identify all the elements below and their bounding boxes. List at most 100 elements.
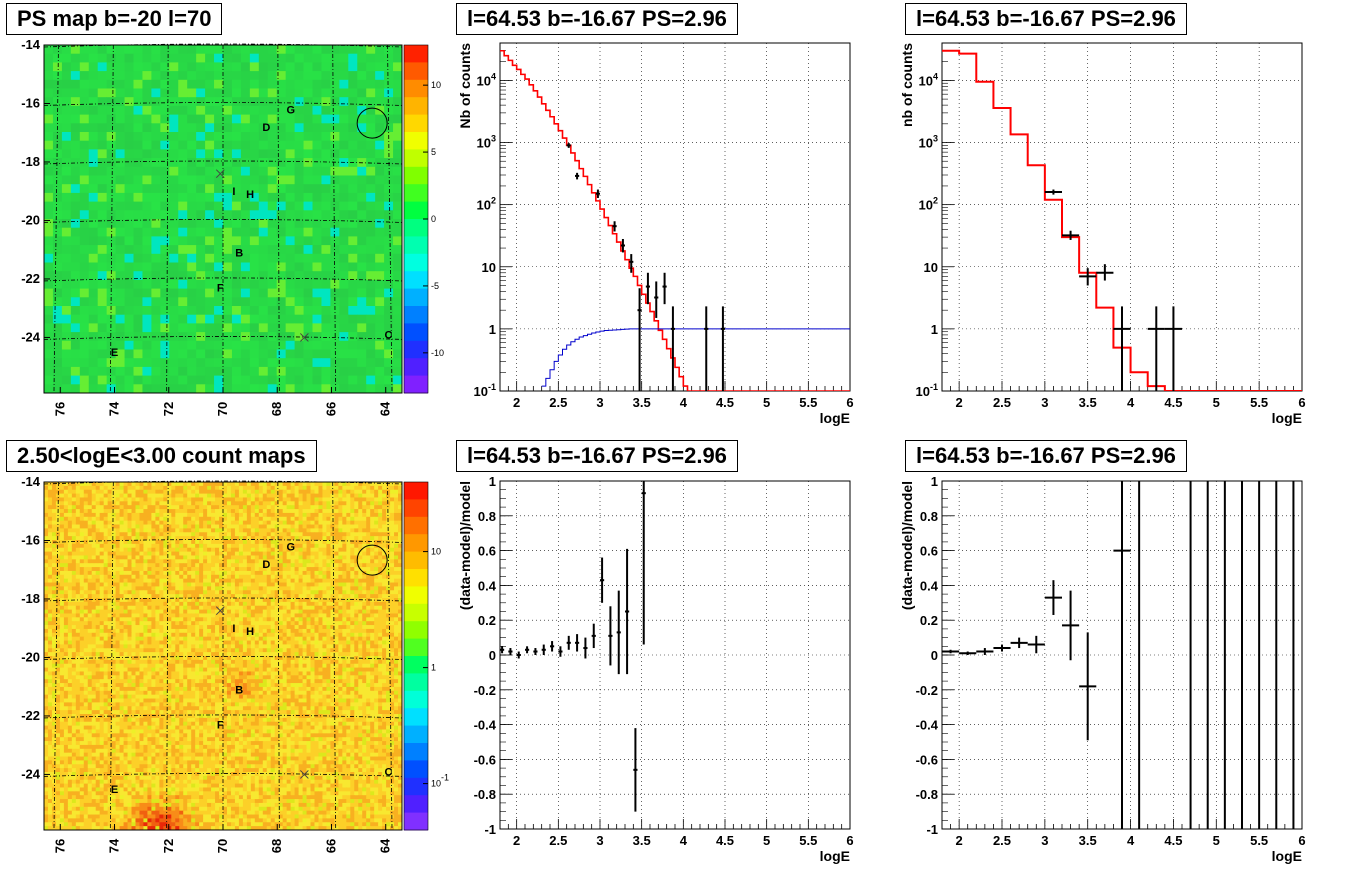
residual-coarse-panel: 2 2.5 3 3.5 4 4.5 5 5.5 6 1 0.8 0.6 0.4 0.2 0 -0.2 -0.4 -… — [899, 437, 1348, 875]
x-tick-label: 3 — [1041, 395, 1048, 410]
plot-data-layer — [942, 481, 1295, 829]
y-tick-label: -1 — [484, 822, 496, 837]
colorbar-tick-label: 5 — [431, 147, 436, 157]
colorbar — [403, 44, 429, 394]
point-source-circle — [356, 107, 388, 139]
exposure-histogram — [541, 328, 850, 387]
x-tick-label: 76 — [52, 839, 67, 853]
y-tick-label: 102 — [919, 196, 938, 213]
map-source-label: E — [111, 784, 118, 796]
count-map-title: 2.50<logE<3.00 count maps — [6, 440, 317, 472]
graticule-latitude — [43, 539, 403, 543]
graticule-longitude — [277, 481, 280, 831]
y-tick-label: 1 — [489, 474, 496, 489]
x-tick-label: 4 — [1127, 395, 1135, 410]
graticule-longitude — [332, 44, 337, 394]
x-tick-label: 4.5 — [716, 833, 734, 848]
point-source-circle — [356, 544, 388, 576]
x-tick-label: 4.5 — [1164, 833, 1182, 848]
map-source-label: B — [235, 248, 243, 260]
y-axis-label: Nb of counts — [457, 43, 473, 129]
graticule-latitude — [43, 160, 403, 165]
x-tick-label: 66 — [323, 839, 338, 853]
y-tick-label: 0.2 — [478, 613, 496, 628]
x-tick-label: 74 — [107, 838, 122, 853]
map-source-label: F — [217, 720, 224, 732]
graticule-latitude — [43, 480, 403, 485]
plot-grid — [500, 480, 851, 830]
ps-map-panel: 76 74 72 70 68 66 64 -14 -16 -18 -20 -22 -24 G D I H B F C E… — [0, 0, 450, 430]
model-histogram — [942, 49, 1302, 391]
y-tick-label: 1 — [931, 474, 938, 489]
x-tick-label: 3 — [1041, 833, 1048, 848]
x-tick-label: 70 — [215, 402, 230, 416]
count-map-panel: 76 74 72 70 68 66 64 -14 -16 -18 -20 -22 -24 G D I H B F C E… — [0, 437, 450, 875]
plot-frame — [499, 42, 851, 392]
x-tick-label: 6 — [846, 833, 853, 848]
graticule-longitude — [277, 44, 280, 394]
y-tick-label: -14 — [21, 474, 41, 489]
x-tick-label: 5.5 — [1250, 395, 1268, 410]
x-tick-label: 4 — [680, 395, 688, 410]
cross-marker — [300, 770, 309, 779]
y-tick-label: -18 — [21, 591, 40, 606]
x-tick-label: 64 — [378, 838, 393, 853]
graticule-longitude — [166, 44, 169, 394]
x-tick-label: 5 — [763, 833, 770, 848]
colorbar-tick-label: 1 — [431, 663, 436, 673]
map-source-label: D — [262, 559, 270, 571]
graticule-longitude — [166, 481, 169, 831]
y-tick-label: 10 — [924, 260, 938, 275]
count-map-plot: 76 74 72 70 68 66 64 -14 -16 -18 -20 -22 -24 G D I H B F C E… — [21, 474, 449, 853]
x-tick-label: 68 — [269, 839, 284, 853]
cross-marker — [215, 606, 225, 616]
graticule-longitude — [387, 44, 393, 394]
map-graticule — [43, 43, 403, 394]
x-axis-label: logE — [1272, 410, 1302, 426]
map-source-label: B — [235, 685, 243, 697]
x-tick-label: 74 — [107, 401, 122, 416]
y-tick-label: 10-1 — [474, 382, 496, 399]
residual-fine-panel: 2 2.5 3 3.5 4 4.5 5 5.5 6 1 0.8 0.6 0.4 0.2 0 -0.2 -0.4 -… — [455, 437, 895, 875]
colorbar-tick-label: -5 — [431, 281, 439, 291]
graticule-latitude — [43, 102, 403, 106]
spectrum-fine-title: l=64.53 b=-16.67 PS=2.96 — [456, 3, 738, 35]
residual-coarse-plot: 2 2.5 3 3.5 4 4.5 5 5.5 6 1 0.8 0.6 0.4 0.2 0 -0.2 -0.4 -… — [899, 474, 1306, 864]
x-tick-label: 3.5 — [633, 833, 651, 848]
x-tick-label: 72 — [161, 839, 176, 853]
y-axis-label: (data-model)/model — [457, 481, 473, 610]
y-axis-label: nb of counts — [899, 43, 915, 127]
map-source-label: C — [384, 330, 392, 342]
spectrum-coarse-panel: 2 2.5 3 3.5 4 4.5 5 5.5 6 10-1 1 10 102 103 104 logE nb … — [899, 0, 1348, 430]
graticule-longitude — [109, 44, 114, 394]
y-tick-label: -0.8 — [474, 787, 496, 802]
x-tick-label: 5 — [1213, 833, 1220, 848]
x-tick-label: 2.5 — [993, 833, 1011, 848]
y-tick-label: 103 — [919, 134, 938, 151]
x-tick-label: 4 — [1127, 833, 1135, 848]
x-tick-label: 76 — [52, 402, 67, 416]
x-tick-label: 70 — [215, 839, 230, 853]
x-axis-label: logE — [820, 848, 850, 864]
colorbar-tick-label: 0 — [431, 214, 436, 224]
ps-map-title: PS map b=-20 l=70 — [6, 3, 223, 35]
x-tick-label: 3.5 — [633, 395, 651, 410]
y-tick-label: 10-1 — [916, 382, 938, 399]
x-tick-label: 72 — [161, 402, 176, 416]
map-source-label: H — [246, 626, 254, 638]
y-tick-label: -0.2 — [916, 683, 938, 698]
y-tick-label: -1 — [926, 822, 938, 837]
graticule-latitude — [43, 277, 403, 282]
x-tick-label: 2 — [956, 833, 963, 848]
x-tick-label: 6 — [846, 395, 853, 410]
graticule-latitude — [43, 714, 403, 719]
y-tick-label: 1 — [931, 322, 938, 337]
y-tick-label: -22 — [21, 271, 40, 286]
y-tick-label: -14 — [21, 37, 41, 52]
y-tick-label: 103 — [477, 134, 496, 151]
x-tick-label: 5.5 — [1250, 833, 1268, 848]
residual-coarse-title: l=64.53 b=-16.67 PS=2.96 — [905, 440, 1187, 472]
y-tick-label: 10 — [482, 260, 496, 275]
plot-data-layer — [500, 49, 850, 391]
y-tick-label: 1 — [489, 322, 496, 337]
